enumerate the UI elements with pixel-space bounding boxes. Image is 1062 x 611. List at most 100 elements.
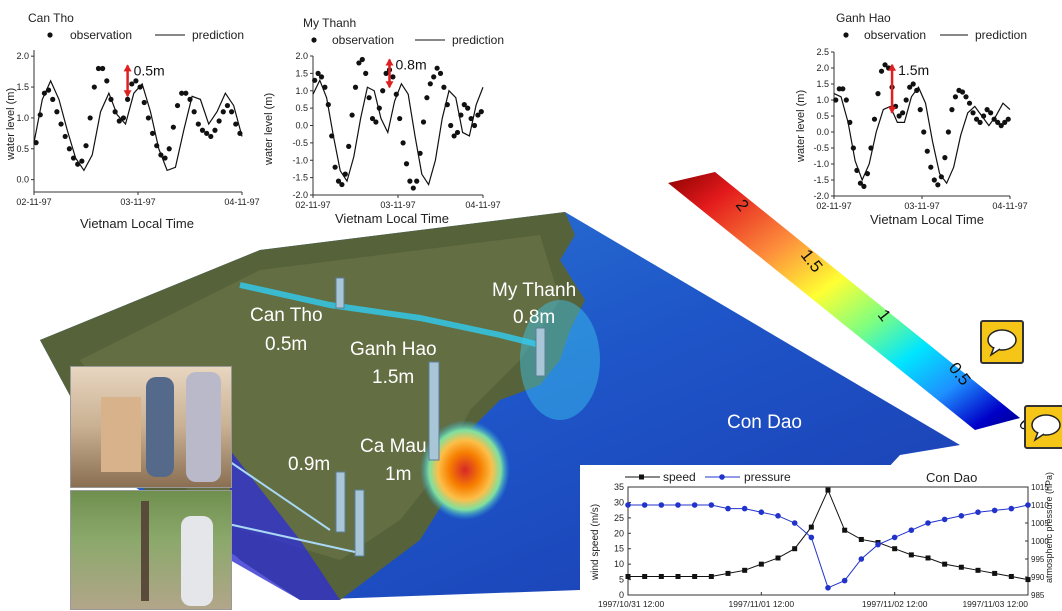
pressure-point: [1025, 502, 1031, 508]
observation-point: [220, 109, 226, 115]
observation-point: [875, 91, 881, 97]
speed-point: [858, 536, 864, 542]
speed-point: [708, 573, 714, 579]
y-tick-label: 0.5: [295, 103, 308, 113]
observation-point: [984, 107, 990, 113]
west-sea-strip: [230, 450, 340, 600]
observation-point: [903, 97, 909, 103]
pressure-point: [991, 507, 998, 514]
pressure-point: [891, 534, 898, 541]
observation-point: [133, 78, 139, 84]
speech-bubble-icon: [1031, 414, 1061, 442]
observation-point: [83, 143, 89, 149]
observation-point: [900, 110, 906, 116]
chart-title: Ganh Hao: [836, 11, 891, 25]
legend-label-prediction: prediction: [192, 28, 244, 42]
note-button-2[interactable]: [1024, 405, 1062, 449]
observation-point: [174, 102, 181, 109]
speed-point: [658, 573, 664, 579]
x-axis-label: Vietnam Local Time: [80, 216, 194, 231]
observation-point: [170, 124, 176, 130]
bar-can-tho: [335, 277, 345, 309]
observation-point: [959, 89, 966, 95]
x-tick-label: 1997/11/02 12:00: [862, 599, 928, 609]
observation-point: [179, 90, 185, 96]
speed-point: [675, 573, 681, 579]
observation-point: [352, 84, 359, 90]
observation-point: [407, 178, 413, 184]
y-tick-label-right: 1010: [1031, 501, 1049, 510]
y-tick-label: -1.5: [813, 175, 829, 185]
chart-title: My Thanh: [303, 16, 356, 30]
pressure-point: [641, 502, 648, 508]
observation-point: [359, 56, 365, 63]
observation-point: [437, 70, 444, 76]
observation-point: [349, 112, 355, 118]
observation-point: [882, 62, 888, 68]
observation-point: [988, 110, 994, 116]
y-axis-label-right: atmospheric pressure (hPa): [1044, 472, 1054, 583]
map-label-con-dao: Con Dao: [727, 412, 802, 433]
observation-point: [431, 74, 437, 80]
map-label-can-tho-value: 0.5m: [265, 334, 307, 355]
observation-point: [451, 133, 457, 139]
y-tick-label-right: 1005: [1031, 519, 1049, 528]
observation-point: [125, 96, 131, 102]
speed-point: [925, 555, 931, 561]
coastal-surge-hotspot: [420, 420, 510, 520]
observation-point: [857, 180, 863, 186]
y-tick-label: -2.0: [292, 190, 308, 200]
legend-marker-observation: [47, 32, 53, 38]
pressure-point: [758, 509, 765, 515]
annotation-label: 1.5m: [898, 62, 929, 78]
observation-point: [166, 146, 172, 152]
observation-point: [861, 183, 867, 189]
observation-point: [129, 81, 135, 87]
observation-point: [91, 84, 97, 90]
plot-frame: [627, 486, 1029, 596]
observation-point: [363, 70, 369, 76]
prediction-line: [33, 79, 243, 172]
y-tick-label: 2.5: [816, 47, 829, 57]
observation-point: [95, 65, 102, 72]
note-button-1[interactable]: [980, 320, 1024, 364]
observation-point: [424, 95, 430, 101]
observation-point: [907, 84, 913, 90]
observation-point: [339, 181, 345, 188]
observation-point: [998, 123, 1004, 129]
y-tick-label-right: 1000: [1031, 537, 1049, 546]
observation-point: [471, 122, 478, 129]
observation-point: [833, 97, 839, 103]
observation-point: [475, 112, 481, 118]
observation-point: [478, 109, 484, 115]
x-tick-label: 1997/11/01 12:00: [729, 599, 795, 609]
observation-point: [403, 161, 410, 167]
speed-point: [992, 570, 998, 576]
legend-label-observation: observation: [332, 33, 394, 47]
y-tick-label-right: 995: [1031, 555, 1045, 564]
y-tick-label-right: 990: [1031, 573, 1045, 582]
observation-point: [896, 113, 902, 119]
pressure-point: [808, 534, 815, 541]
observation-point: [427, 81, 433, 87]
y-tick-label-left: 15: [614, 544, 624, 554]
x-tick-label: 04-11-97: [992, 201, 1027, 211]
observation-point: [54, 109, 60, 115]
observation-point: [448, 122, 454, 129]
y-axis-label: water level (m): [5, 88, 17, 161]
legend-label-observation: observation: [70, 28, 132, 42]
pressure-point: [941, 516, 948, 523]
observation-point: [116, 118, 122, 124]
x-tick-label: 03-11-97: [904, 201, 939, 211]
observation-point: [1005, 116, 1011, 122]
observation-point: [843, 97, 849, 103]
y-tick-label: 2.0: [16, 51, 29, 61]
observation-point: [79, 158, 85, 164]
observation-point: [910, 81, 916, 87]
photo-tide-gauge-2: [70, 490, 232, 610]
bar-west: [335, 471, 346, 533]
observation-point: [935, 182, 941, 188]
observation-point: [183, 90, 189, 96]
legend-label-prediction: prediction: [975, 28, 1027, 42]
observation-point: [332, 164, 338, 170]
